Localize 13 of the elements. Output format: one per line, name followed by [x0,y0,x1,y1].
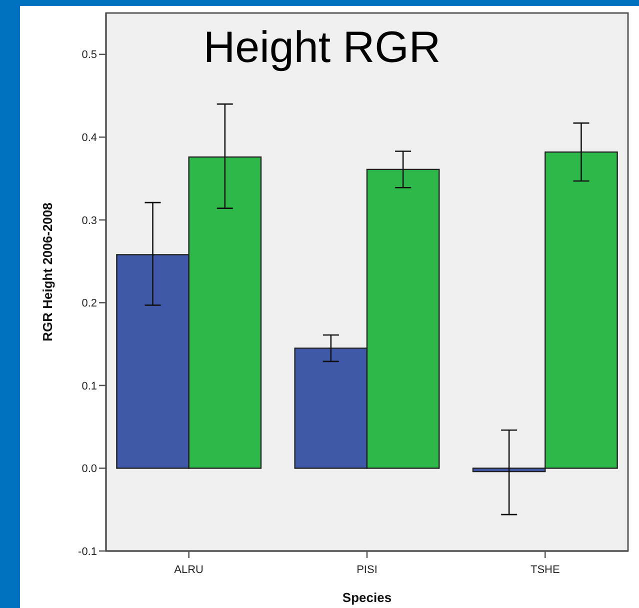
y-tick-label: 0.3 [82,214,97,227]
y-tick-label: 0.1 [82,380,97,392]
y-tick-label: 0.5 [82,49,97,62]
x-tick-label: TSHE [530,564,560,576]
y-axis-title: RGR Height 2006-2008 [40,202,55,342]
y-tick-label: 0.4 [82,132,97,144]
y-tick-label: -0.1 [78,546,97,558]
x-tick-label: ALRU [174,564,204,576]
chart-title: Height RGR [203,23,441,72]
y-tick-label: 0.0 [82,463,97,476]
y-tick-label: 0.2 [82,298,97,310]
x-tick-label: PISI [356,564,378,576]
x-axis-title: Species [342,590,392,605]
